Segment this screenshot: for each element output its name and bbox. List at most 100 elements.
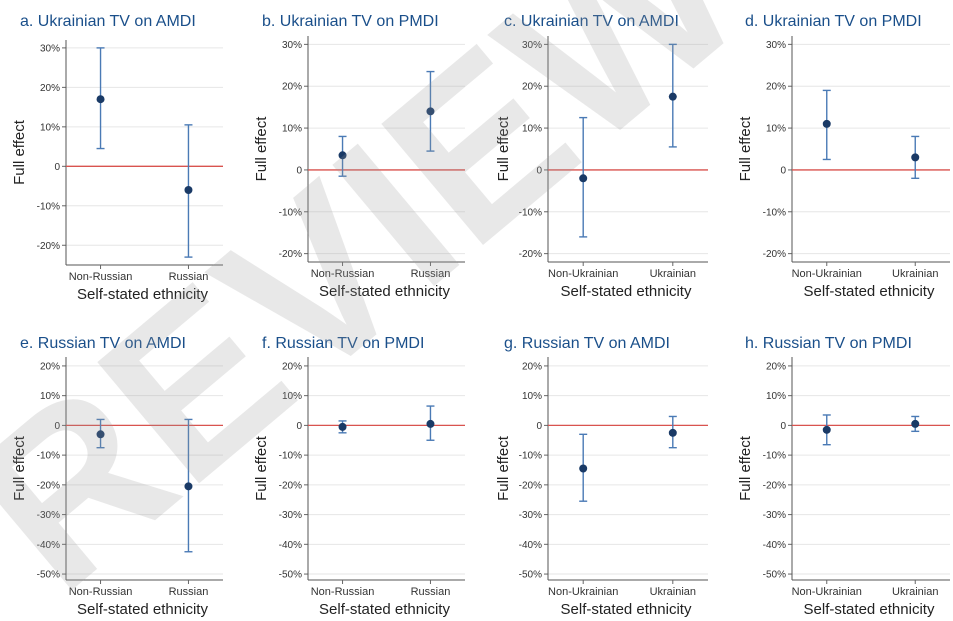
y-tick-label: -30% bbox=[279, 510, 302, 521]
y-tick-label: -40% bbox=[37, 540, 60, 551]
y-tick-label: 10% bbox=[282, 391, 302, 402]
y-tick-label: 10% bbox=[766, 391, 786, 402]
point-estimate-marker bbox=[822, 119, 831, 128]
chart-title: c. Ukrainian TV on AMDI bbox=[504, 13, 679, 30]
point-estimate-marker bbox=[426, 107, 435, 116]
chart-panel-e: -50% -40% -30% -20% -10% 0 10% 20% Non-Russian Ru… bbox=[11, 335, 223, 618]
x-category-label: Ukrainian bbox=[650, 586, 696, 598]
y-tick-label: -20% bbox=[37, 241, 60, 252]
y-tick-label: 20% bbox=[40, 361, 60, 372]
x-axis-title: Self-stated ethnicity bbox=[561, 601, 692, 618]
x-axis-title: Self-stated ethnicity bbox=[561, 283, 692, 300]
y-tick-label: 0 bbox=[54, 162, 60, 173]
y-tick-label: 20% bbox=[522, 82, 542, 93]
x-axis-title: Self-stated ethnicity bbox=[804, 601, 935, 618]
y-tick-label: 0 bbox=[296, 421, 302, 432]
y-tick-label: -30% bbox=[37, 510, 60, 521]
y-tick-label: 10% bbox=[522, 124, 542, 135]
y-tick-label: 10% bbox=[522, 391, 542, 402]
point-estimate-marker bbox=[822, 425, 831, 434]
x-axis-title: Self-stated ethnicity bbox=[804, 283, 935, 300]
y-tick-label: -50% bbox=[279, 570, 302, 581]
x-category-label: Non-Ukrainian bbox=[792, 586, 862, 598]
y-tick-label: -30% bbox=[519, 510, 542, 521]
point-estimate-marker bbox=[579, 464, 588, 473]
y-tick-label: -10% bbox=[279, 207, 302, 218]
chart-title: b. Ukrainian TV on PMDI bbox=[262, 13, 439, 30]
chart-panel-b: -20% -10% 0 10% 20% 30% Non-Russian Russian b. U… bbox=[253, 13, 465, 300]
y-tick-label: 0 bbox=[780, 165, 786, 176]
y-tick-label: 0 bbox=[296, 165, 302, 176]
x-category-label: Non-Russian bbox=[311, 586, 375, 598]
y-tick-label: -20% bbox=[279, 249, 302, 260]
y-axis-title: Full effect bbox=[737, 116, 754, 182]
point-estimate-marker bbox=[96, 95, 105, 104]
point-estimate-marker bbox=[911, 153, 920, 162]
y-tick-label: -20% bbox=[519, 249, 542, 260]
y-tick-label: -10% bbox=[37, 201, 60, 212]
y-tick-label: -20% bbox=[37, 480, 60, 491]
y-axis-title: Full effect bbox=[253, 435, 270, 501]
x-category-label: Non-Russian bbox=[69, 271, 133, 283]
chart-panel-d: -20% -10% 0 10% 20% 30% Non-Ukrainian Ukrainian… bbox=[737, 13, 950, 300]
x-category-label: Ukrainian bbox=[892, 268, 938, 280]
y-tick-label: 20% bbox=[282, 361, 302, 372]
watermark-text: REVIEW bbox=[0, 0, 787, 621]
chart-title: e. Russian TV on AMDI bbox=[20, 335, 186, 352]
point-estimate-marker bbox=[338, 422, 347, 431]
y-tick-label: 20% bbox=[522, 361, 542, 372]
y-tick-label: 0 bbox=[536, 421, 542, 432]
chart-title: d. Ukrainian TV on PMDI bbox=[745, 13, 922, 30]
x-category-label: Non-Russian bbox=[69, 586, 133, 598]
y-axis-title: Full effect bbox=[495, 435, 512, 501]
x-axis-title: Self-stated ethnicity bbox=[77, 601, 208, 618]
y-tick-label: -10% bbox=[763, 207, 786, 218]
x-category-label: Russian bbox=[169, 271, 209, 283]
y-tick-label: 30% bbox=[282, 40, 302, 51]
y-tick-label: -10% bbox=[519, 451, 542, 462]
chart-title: h. Russian TV on PMDI bbox=[745, 335, 912, 352]
y-tick-label: -10% bbox=[37, 451, 60, 462]
y-tick-label: 20% bbox=[766, 361, 786, 372]
x-category-label: Non-Ukrainian bbox=[548, 586, 618, 598]
point-estimate-marker bbox=[426, 419, 435, 428]
x-category-label: Russian bbox=[411, 586, 451, 598]
y-tick-label: -20% bbox=[763, 249, 786, 260]
y-tick-label: 30% bbox=[522, 40, 542, 51]
y-tick-label: 0 bbox=[780, 421, 786, 432]
y-tick-label: -20% bbox=[279, 480, 302, 491]
y-tick-label: 0 bbox=[54, 421, 60, 432]
y-tick-label: -20% bbox=[763, 480, 786, 491]
y-tick-label: 10% bbox=[282, 124, 302, 135]
y-tick-label: -40% bbox=[763, 540, 786, 551]
y-tick-label: -50% bbox=[763, 570, 786, 581]
y-tick-label: -30% bbox=[763, 510, 786, 521]
y-axis-title: Full effect bbox=[11, 119, 28, 185]
y-tick-label: -10% bbox=[763, 451, 786, 462]
y-axis-title: Full effect bbox=[495, 116, 512, 182]
y-axis-title: Full effect bbox=[11, 435, 28, 501]
point-estimate-marker bbox=[579, 174, 588, 183]
x-category-label: Non-Russian bbox=[311, 268, 375, 280]
y-tick-label: -40% bbox=[279, 540, 302, 551]
x-axis-title: Self-stated ethnicity bbox=[319, 283, 450, 300]
chart-title: a. Ukrainian TV on AMDI bbox=[20, 13, 196, 30]
y-tick-label: 30% bbox=[766, 40, 786, 51]
y-tick-label: 10% bbox=[40, 122, 60, 133]
x-axis-title: Self-stated ethnicity bbox=[77, 286, 208, 303]
y-tick-label: -10% bbox=[279, 451, 302, 462]
chart-panel-c: -20% -10% 0 10% 20% 30% Non-Ukrainian Ukrainian… bbox=[495, 13, 708, 300]
x-category-label: Non-Ukrainian bbox=[792, 268, 862, 280]
point-estimate-marker bbox=[911, 419, 920, 428]
y-tick-label: 20% bbox=[40, 83, 60, 94]
point-estimate-marker bbox=[96, 430, 105, 439]
x-category-label: Russian bbox=[411, 268, 451, 280]
y-tick-label: -20% bbox=[519, 480, 542, 491]
chart-panel-h: -50% -40% -30% -20% -10% 0 10% 20% Non-Ukrainian… bbox=[737, 335, 950, 618]
y-tick-label: 0 bbox=[536, 165, 542, 176]
y-tick-label: -50% bbox=[519, 570, 542, 581]
chart-panel-f: -50% -40% -30% -20% -10% 0 10% 20% Non-Russian Ru… bbox=[253, 335, 465, 618]
point-estimate-marker bbox=[668, 92, 677, 101]
chart-panel-g: -50% -40% -30% -20% -10% 0 10% 20% Non-Ukrainian… bbox=[495, 335, 708, 618]
